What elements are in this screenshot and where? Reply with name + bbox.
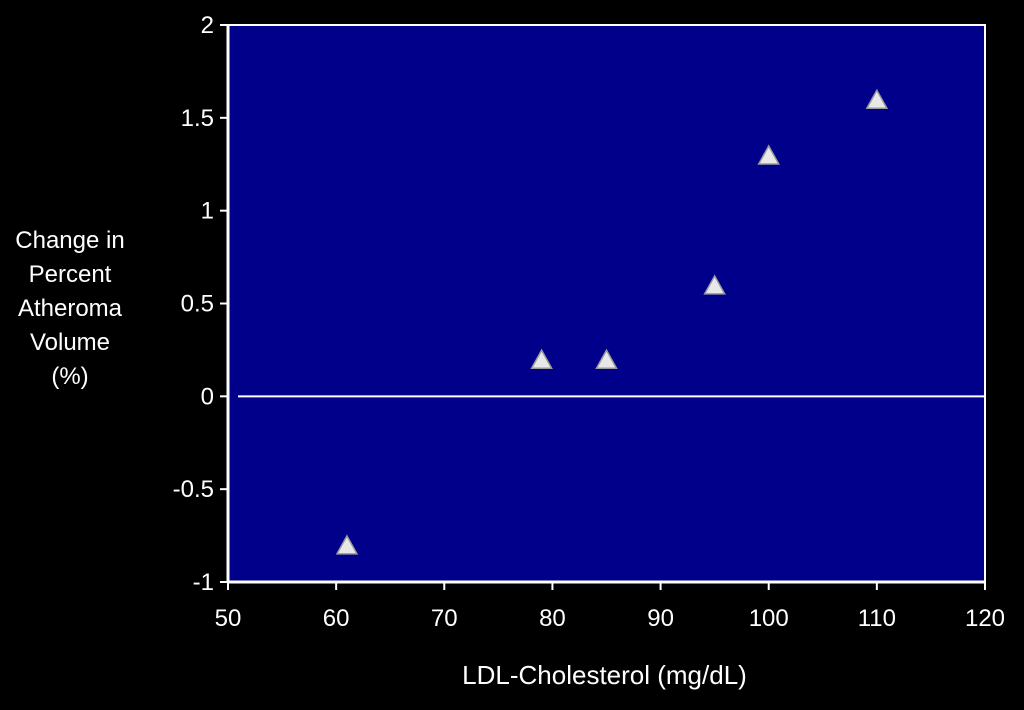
axes [220, 24, 986, 590]
x-tick-label: 100 [749, 605, 789, 632]
x-tick-label: 70 [431, 605, 458, 632]
x-tick-label: 60 [323, 605, 350, 632]
x-tick-label: 120 [965, 605, 1005, 632]
y-axis-label: Change in Percent Atheroma Volume (%) [15, 227, 124, 390]
data-points [335, 88, 889, 555]
y-tick-label: 0 [201, 383, 214, 410]
y-tick-label: -1 [193, 569, 214, 596]
y-tick-label: 1 [201, 198, 214, 225]
data-point-triangle [865, 88, 889, 110]
x-tick-label: 80 [539, 605, 566, 632]
x-tick-label: 90 [647, 605, 674, 632]
x-tick-labels: 50 60 70 80 90 100 110 120 [215, 605, 1005, 632]
data-point-triangle [335, 534, 359, 555]
y-axis-label-line: Atheroma [18, 295, 123, 322]
y-axis-label-line: Change in [15, 227, 124, 254]
y-tick-labels: -1 -0.5 0 0.5 1 1.5 2 [173, 12, 214, 596]
data-point-triangle [595, 348, 618, 369]
x-axis-label: LDL-Cholesterol (mg/dL) [462, 660, 747, 690]
x-tick-label: 50 [215, 605, 242, 632]
data-point-triangle [703, 274, 726, 295]
y-tick-label: 0.5 [181, 291, 214, 318]
data-point-triangle [530, 348, 553, 369]
plot-area [227, 24, 986, 583]
y-tick-label: 1.5 [181, 105, 214, 132]
y-axis-label-line: Volume [30, 329, 110, 356]
y-tick-label: -0.5 [173, 476, 214, 503]
y-tick-label: 2 [201, 12, 214, 39]
y-axis-label-line: (%) [51, 363, 88, 390]
data-point-triangle [757, 144, 780, 165]
y-axis-label-line: Percent [29, 261, 112, 288]
x-tick-label: 110 [858, 605, 896, 632]
